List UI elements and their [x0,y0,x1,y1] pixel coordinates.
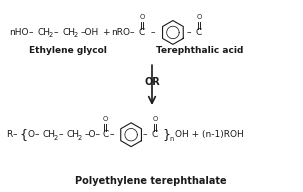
Text: –: – [53,28,58,37]
Text: –: – [34,130,39,139]
Text: –: – [110,130,115,139]
Text: OH + (n-1)ROH: OH + (n-1)ROH [175,130,244,139]
Text: –: – [187,28,191,37]
Text: 2: 2 [73,32,78,38]
Text: –: – [143,130,147,139]
Text: CH: CH [42,130,55,139]
Text: O: O [152,116,158,122]
Text: O: O [28,130,35,139]
Text: Ethylene glycol: Ethylene glycol [29,46,107,55]
Text: O: O [103,116,108,122]
Text: O: O [196,14,201,20]
Text: –: – [12,130,17,139]
Text: OR: OR [144,77,160,87]
Text: nRO–: nRO– [111,28,135,37]
Text: –: – [151,28,155,37]
Text: C: C [196,28,202,37]
Text: 2: 2 [53,135,58,141]
Text: {: { [20,128,28,141]
Text: Polyethylene terephthalate: Polyethylene terephthalate [75,176,227,186]
Text: –: – [58,130,63,139]
Text: CH: CH [62,28,75,37]
Text: +: + [102,28,110,37]
Text: CH: CH [38,28,51,37]
Text: O: O [139,14,145,20]
Text: –O–: –O– [84,130,100,139]
Text: 2: 2 [77,135,82,141]
Text: Terephthalic acid: Terephthalic acid [156,46,244,55]
Text: CH: CH [66,130,79,139]
Text: R: R [6,130,12,139]
Text: C: C [102,130,108,139]
Text: –: – [28,28,33,37]
Text: C: C [139,28,145,37]
Text: C: C [152,130,158,139]
Text: 2: 2 [48,32,53,38]
Text: nHO: nHO [9,28,28,37]
Text: –OH: –OH [80,28,98,37]
Text: }: } [162,128,170,141]
Text: n: n [169,136,173,142]
